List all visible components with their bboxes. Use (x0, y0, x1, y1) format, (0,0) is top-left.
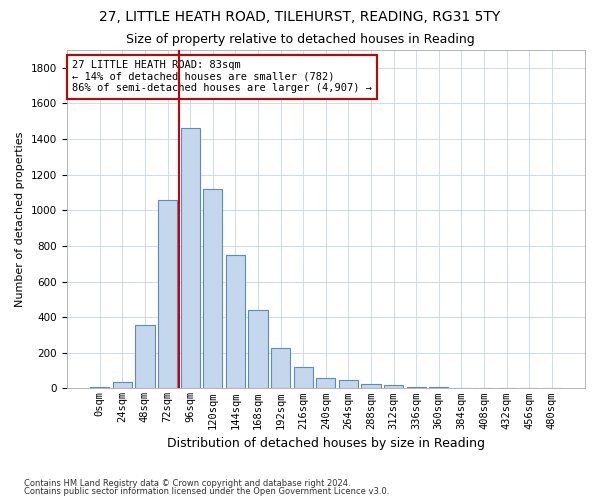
Bar (271, 348, 290, 389)
Text: Contains HM Land Registry data © Crown copyright and database right 2024.: Contains HM Land Registry data © Crown c… (24, 478, 350, 488)
Bar (339, 380, 358, 388)
Bar (293, 367, 313, 388)
Text: Contains public sector information licensed under the Open Government Licence v3: Contains public sector information licen… (24, 487, 389, 496)
Bar (226, 255, 245, 388)
Bar (113, 382, 132, 388)
Y-axis label: Number of detached properties: Number of detached properties (15, 132, 25, 307)
Bar (248, 310, 268, 388)
Bar (90, 386, 109, 388)
Text: 27, LITTLE HEATH ROAD, TILEHURST, READING, RG31 5TY: 27, LITTLE HEATH ROAD, TILEHURST, READIN… (100, 10, 500, 24)
Bar (407, 386, 426, 388)
Bar (158, 200, 177, 388)
Text: 27 LITTLE HEATH ROAD: 83sqm
← 14% of detached houses are smaller (782)
86% of se: 27 LITTLE HEATH ROAD: 83sqm ← 14% of det… (72, 60, 372, 94)
X-axis label: Distribution of detached houses by size in Reading: Distribution of detached houses by size … (167, 437, 485, 450)
Bar (316, 378, 335, 388)
Text: Size of property relative to detached houses in Reading: Size of property relative to detached ho… (125, 32, 475, 46)
Bar (203, 189, 223, 388)
Bar (136, 325, 155, 388)
Bar (181, 128, 200, 388)
Bar (384, 385, 403, 388)
Bar (361, 384, 380, 388)
